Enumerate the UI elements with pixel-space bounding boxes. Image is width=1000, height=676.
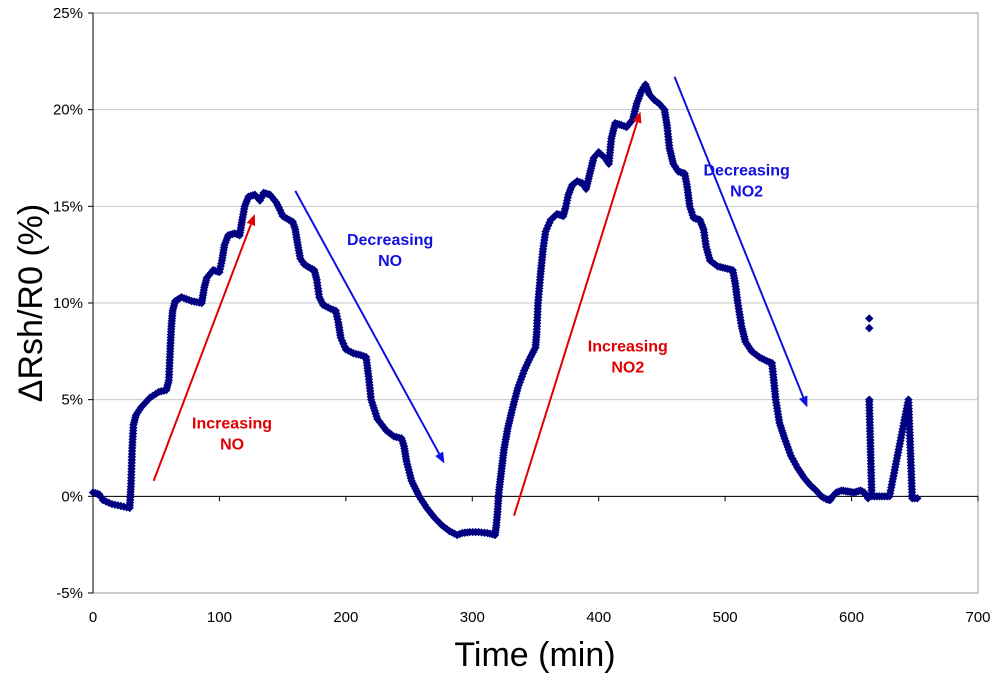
data-point [589,153,598,163]
data-point [135,405,144,415]
y-axis-title: ΔRsh/R0 (%) [12,204,50,402]
annotation-label: Decreasing [347,232,433,249]
x-tick-label: 300 [460,609,485,626]
x-tick-label: 0 [89,609,97,626]
data-point [626,117,635,127]
annotation-arrow [294,190,441,455]
data-point [624,120,633,129]
y-tick-label: 25% [53,5,83,22]
data-point [600,153,610,163]
annotation-label: Decreasing [704,162,790,179]
data-point [865,323,874,333]
data-point [791,460,800,469]
data-point [437,521,447,530]
x-axis-title: Time (min) [454,636,615,674]
data-point [645,90,654,99]
data-point [424,506,433,515]
y-tick-label: -5% [56,585,83,602]
annotation-label: NO2 [611,359,644,376]
annotation-arrow [513,121,639,516]
data-point [913,494,922,503]
data-point [803,477,812,487]
y-tick-label: 0% [61,488,83,505]
x-tick-label: 500 [713,609,738,626]
annotation: Decreasing NO [294,190,445,464]
data-point [426,508,435,517]
data-point [422,503,431,513]
annotation-label: Increasing [588,338,668,355]
annotation-label: Increasing [192,416,272,433]
y-tick-label: 15% [53,198,83,215]
x-tick-label: 600 [839,609,864,626]
data-point [442,525,452,534]
x-tick-label: 700 [965,609,990,626]
x-tick-label: 400 [586,609,611,626]
annotation-label: NO [220,437,244,454]
y-tick-label: 10% [53,295,83,312]
annotation-arrowhead [246,214,256,226]
data-point [637,86,646,95]
data-point [104,498,114,507]
annotation: Increasing NO [152,214,272,482]
data-point [435,518,444,527]
annotation-arrow [152,223,252,482]
data-point [650,95,659,105]
data-point [206,268,216,277]
x-tick-label: 100 [207,609,232,626]
data-point [145,393,155,402]
data-point [95,490,104,499]
y-tick-label: 5% [61,392,83,409]
x-tick-label: 200 [333,609,358,626]
data-point [670,162,680,171]
data-point [265,190,275,199]
data-points [88,80,922,540]
annotation-label: NO [378,253,402,270]
annotation-label: NO2 [730,183,763,200]
annotation-arrowhead [435,451,445,464]
data-point [430,513,439,522]
data-point [591,150,601,160]
annotation-arrow [673,76,805,398]
data-point [647,92,657,102]
annotation-arrowhead [799,395,808,408]
y-tick-label: 20% [53,102,83,119]
data-point [432,515,442,525]
annotation: Increasing NO2 [513,111,668,516]
data-point [440,523,449,532]
data-point [865,314,874,323]
data-point [652,97,662,107]
data-point [131,410,141,420]
annotation: Decreasing NO2 [673,76,808,408]
data-point [860,488,869,497]
annotation-arrowhead [632,111,642,124]
data-point [814,489,823,498]
annotations: IncreasingNODecreasingNOIncreasingNO2Dec… [152,76,808,516]
